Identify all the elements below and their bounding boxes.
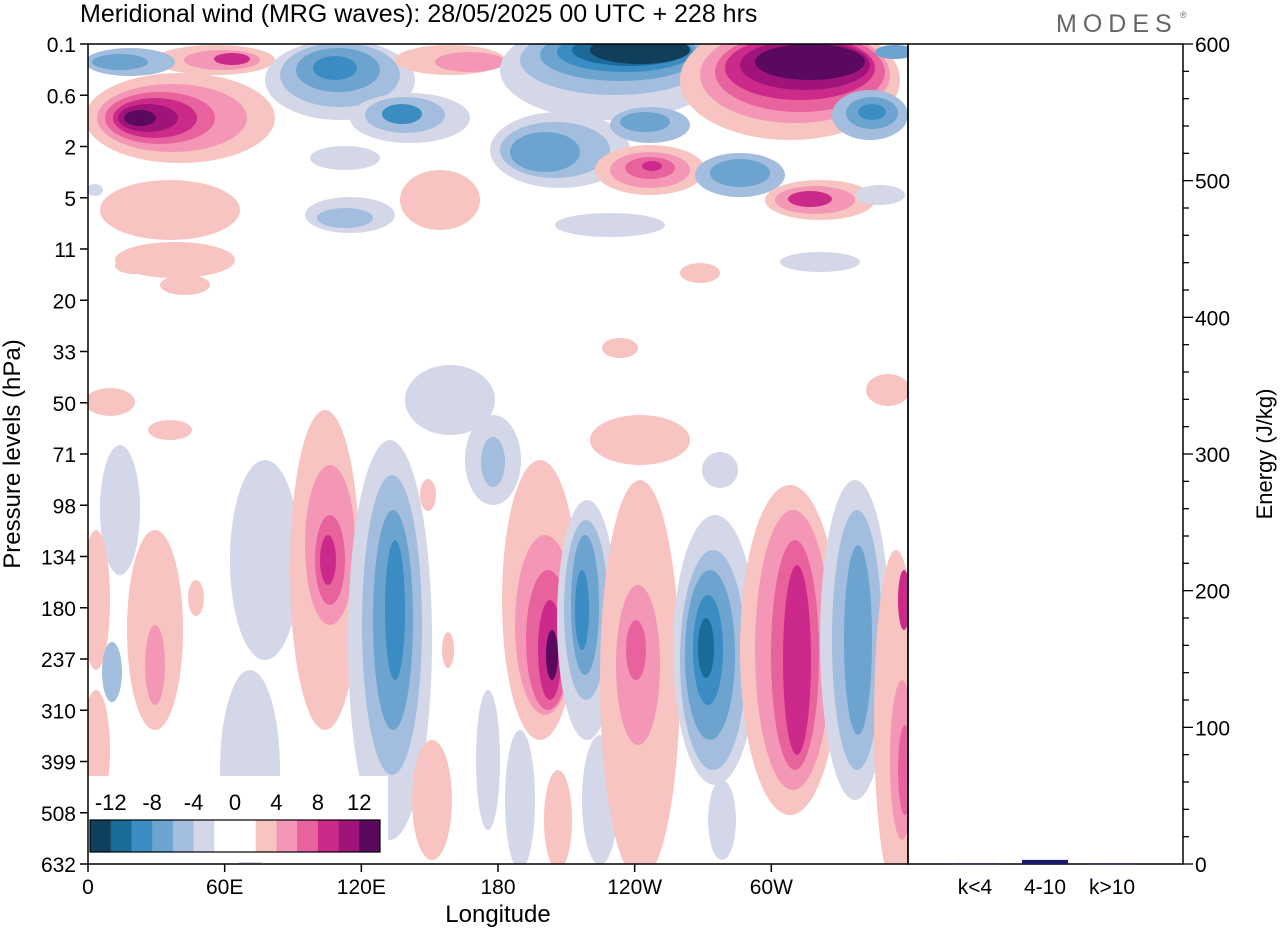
energy-tick-label: 200: [1195, 581, 1230, 604]
pressure-axis-ticks: 0.1 0.6 2 5 11 20 33 50 71 98 134 180 237 310 399 508 63…: [41, 34, 88, 877]
colorbar-outline: [89, 819, 381, 853]
x-axis-label: Longitude: [445, 901, 550, 928]
colorbar-swatch: [110, 820, 132, 852]
energy-bar: [1089, 863, 1135, 865]
colorbar-label: -4: [184, 790, 204, 815]
y-tick-label: 2: [64, 137, 76, 160]
colorbar-swatch: [297, 820, 319, 852]
energy-tick-label: 100: [1195, 717, 1230, 740]
y-tick-label: 98: [53, 495, 76, 518]
energy-tick-label: 300: [1195, 444, 1230, 467]
upper-level-contours: [88, 44, 908, 295]
energy-category-labels: k<4 4-10 k>10: [958, 876, 1135, 899]
contour-plot: -12 -8 -4 0 4 8 12: [88, 44, 908, 864]
colorbar-swatch: [193, 820, 215, 852]
energy-category-label: k<4: [958, 876, 993, 899]
energy-bar: [1022, 859, 1068, 864]
x-tick-label: 180: [480, 876, 515, 899]
colorbar-labels: -12 -8 -4 0 4 8 12: [95, 790, 372, 815]
y-tick-label: 11: [54, 239, 76, 262]
y-tick-label: 310: [41, 700, 76, 723]
colorbar-swatch: [131, 820, 153, 852]
colorbar-swatch: [317, 820, 340, 852]
colorbar-swatch: [214, 820, 236, 852]
colorbar-label: 8: [312, 790, 324, 815]
lower-level-contours: [88, 338, 908, 864]
x-tick-label: 60W: [750, 876, 793, 899]
y-tick-label: 5: [64, 188, 76, 211]
colorbar-label: 0: [229, 790, 241, 815]
energy-category-label: k>10: [1089, 876, 1135, 899]
modes-logo: MODES: [1056, 10, 1178, 38]
energy-bar: [952, 863, 998, 865]
energy-panel: 0 100 200 300 400 500 600 k<4 4-10 k>10 Energy (…: [907, 34, 1277, 899]
y-tick-label: 0.1: [47, 34, 76, 57]
energy-category-label: 4-10: [1024, 876, 1066, 899]
longitude-axis-ticks: 0 60E 120E 180 120W 60W: [82, 864, 793, 899]
energy-panel-frame: [907, 43, 1184, 865]
y-tick-label: 508: [41, 803, 76, 826]
x-tick-label: 60E: [206, 876, 243, 899]
colorbar-swatch: [276, 820, 298, 852]
colorbar-label: 4: [270, 790, 282, 815]
y-tick-label: 180: [41, 598, 76, 621]
energy-tick-label: 400: [1195, 307, 1230, 330]
energy-axis-label: Energy (J/kg): [1252, 389, 1277, 520]
y-tick-label: 0.6: [47, 85, 76, 108]
colorbar-label: -8: [142, 790, 162, 815]
y-tick-label: 399: [41, 752, 76, 775]
y-tick-label: 632: [41, 854, 76, 877]
colorbar-swatch: [90, 820, 112, 852]
x-tick-label: 120E: [337, 876, 386, 899]
colorbar-swatch: [152, 820, 174, 852]
y-tick-label: 50: [53, 393, 76, 416]
energy-bars: [952, 859, 1135, 865]
x-tick-label: 120W: [607, 876, 662, 899]
chart-title: Meridional wind (MRG waves): 28/05/2025 …: [80, 0, 757, 28]
colorbar-swatch: [338, 820, 360, 852]
y-tick-label: 237: [41, 649, 76, 672]
colorbar-swatch: [172, 820, 195, 852]
colorbar-label: 12: [347, 790, 371, 815]
y-tick-label: 71: [53, 444, 76, 467]
energy-axis-ticks: 0 100 200 300 400 500 600: [1183, 34, 1230, 877]
colorbar-swatch: [255, 820, 277, 852]
y-tick-label: 134: [41, 547, 76, 570]
colorbar-label: -12: [95, 790, 127, 815]
energy-tick-label: 0: [1195, 854, 1207, 877]
colorbar-inset: -12 -8 -4 0 4 8 12: [88, 776, 388, 862]
x-tick-label: 0: [82, 876, 94, 899]
y-tick-label: 33: [53, 342, 76, 365]
colorbar-swatch: [359, 820, 381, 852]
energy-tick-label: 500: [1195, 171, 1230, 194]
energy-tick-label: 600: [1195, 34, 1230, 57]
colorbar-swatch: [235, 820, 257, 852]
logo-registered-mark: ®: [1180, 10, 1187, 20]
y-tick-label: 20: [53, 290, 76, 313]
y-axis-label: Pressure levels (hPa): [0, 339, 26, 568]
colorbar-swatches: [90, 820, 381, 852]
